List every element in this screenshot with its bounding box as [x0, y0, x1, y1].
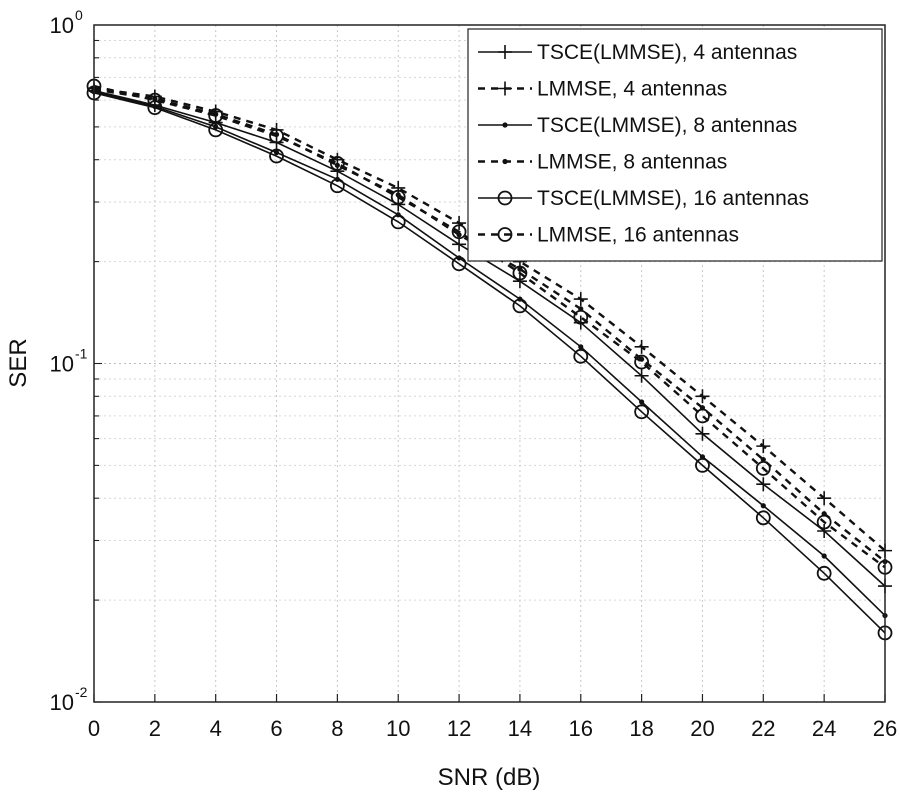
- circle-marker: [390, 214, 406, 230]
- plus-marker: [756, 477, 771, 492]
- plus-marker: [634, 368, 649, 383]
- circle-marker: [497, 190, 513, 206]
- x-tick-label: 10: [386, 716, 410, 741]
- plus-marker: [695, 426, 710, 441]
- series-line: [93, 89, 886, 587]
- plus-marker: [634, 339, 649, 354]
- y-tick-exponent: -1: [75, 346, 88, 362]
- x-tick-label: 24: [812, 716, 836, 741]
- circle-marker: [573, 309, 589, 325]
- circle-marker: [208, 108, 224, 123]
- x-tick-label: 20: [690, 716, 714, 741]
- dot-marker: [273, 149, 280, 156]
- dot-marker: [395, 192, 401, 198]
- circle-marker: [269, 128, 284, 144]
- y-tick-exponent: 0: [75, 7, 83, 23]
- x-tick-label: 4: [210, 716, 222, 741]
- legend-entry-label: LMMSE, 8 antennas: [537, 151, 727, 174]
- y-tick-label: 10: [50, 352, 74, 377]
- y-axis-label: SER: [5, 338, 32, 387]
- y-tick-label: 10: [50, 690, 74, 715]
- plus-marker: [452, 237, 467, 252]
- dot-marker: [821, 553, 827, 559]
- dot-marker: [502, 122, 508, 128]
- circle-marker: [451, 256, 467, 272]
- dot-marker: [578, 344, 584, 350]
- series-5: [86, 85, 893, 641]
- x-tick-label: 18: [629, 716, 653, 741]
- dot-marker: [334, 162, 340, 168]
- circle-marker: [390, 189, 406, 205]
- dot-marker: [760, 503, 766, 509]
- circle-marker: [695, 457, 710, 473]
- circle-marker: [755, 460, 771, 476]
- circle-marker: [816, 514, 832, 530]
- plus-marker: [756, 439, 771, 454]
- circle-marker: [512, 298, 528, 314]
- legend: TSCE(LMMSE), 4 antennas LMMSE, 4 antennas…: [467, 28, 883, 262]
- circle-marker: [634, 354, 650, 370]
- x-tick-label: 22: [751, 716, 775, 741]
- plus-marker: [452, 216, 467, 231]
- circle-marker: [329, 156, 345, 171]
- plus-marker: [817, 524, 832, 539]
- plus-marker: [817, 491, 832, 506]
- dot-marker: [502, 158, 508, 165]
- circle-marker: [695, 408, 710, 424]
- circle-marker: [451, 224, 467, 240]
- x-tick-label: 6: [270, 716, 282, 741]
- x-tick-label: 16: [569, 716, 593, 741]
- legend-box: [467, 28, 883, 262]
- circle-marker: [147, 92, 163, 108]
- circle-marker: [573, 348, 589, 364]
- y-tick-label: 10: [50, 13, 74, 38]
- circle-marker: [816, 565, 832, 581]
- dot-marker: [760, 457, 766, 463]
- plus-marker: [498, 81, 512, 96]
- series-line: [93, 92, 886, 634]
- circle-marker: [208, 122, 224, 138]
- plus-marker: [695, 389, 710, 404]
- x-tick-label: 14: [508, 716, 532, 741]
- y-tick-exponent: -2: [75, 684, 88, 700]
- legend-entry-label: TSCE(LMMSE), 8 antennas: [537, 114, 797, 137]
- dot-marker: [213, 124, 219, 130]
- x-tick-label: 26: [873, 716, 897, 741]
- dot-marker: [639, 356, 645, 362]
- dot-marker: [152, 96, 158, 102]
- dot-marker: [639, 399, 645, 405]
- x-tick-label: 8: [331, 716, 343, 741]
- circle-marker: [497, 227, 513, 242]
- circle-marker: [634, 404, 650, 420]
- plus-marker: [498, 45, 512, 59]
- dot-marker: [517, 266, 523, 272]
- series-line: [93, 91, 886, 617]
- plus-marker: [573, 292, 588, 307]
- x-tick-label: 12: [447, 716, 471, 741]
- plus-marker: [512, 274, 527, 289]
- circle-marker: [512, 265, 528, 281]
- legend-entry-label: LMMSE, 4 antennas: [537, 78, 727, 101]
- circle-marker: [269, 148, 284, 164]
- circle-marker: [147, 100, 163, 116]
- legend-entry-label: TSCE(LMMSE), 4 antennas: [537, 41, 797, 64]
- x-tick-label: 0: [88, 716, 100, 741]
- dot-marker: [456, 232, 462, 238]
- circle-marker: [329, 178, 345, 194]
- x-axis-label: SNR (dB): [438, 764, 541, 791]
- legend-entry-label: TSCE(LMMSE), 16 antennas: [537, 187, 809, 210]
- x-tick-label: 2: [149, 716, 161, 741]
- circle-marker: [755, 510, 771, 526]
- series-line: [93, 87, 886, 552]
- legend-entry-label: LMMSE, 16 antennas: [537, 224, 739, 247]
